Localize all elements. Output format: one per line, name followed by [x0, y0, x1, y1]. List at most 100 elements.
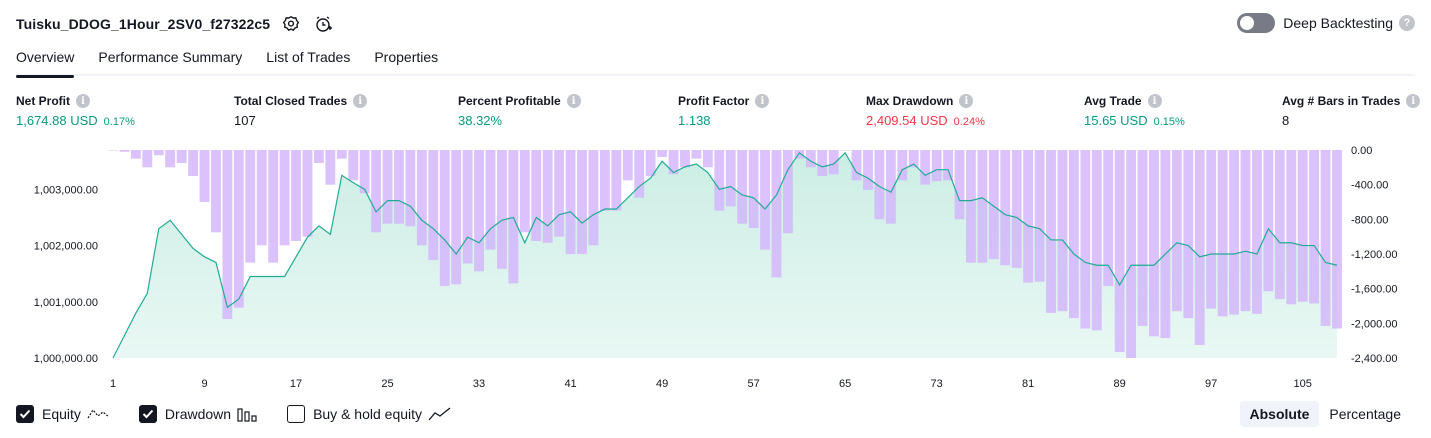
metric-value: 2,409.54 USD: [866, 113, 948, 128]
tab-overview[interactable]: Overview: [16, 46, 75, 78]
drawdown-bar: [199, 150, 210, 202]
absolute-button[interactable]: Absolute: [1239, 401, 1320, 427]
drawdown-bar: [165, 150, 176, 168]
equity-drawdown-chart[interactable]: 1,000,000.00 1,001,000.00 1,002,000.00 1,00…: [0, 140, 1431, 398]
drawdown-bar: [1263, 150, 1274, 292]
drawdown-bars-icon: [237, 406, 259, 422]
add-alert-clock-icon[interactable]: [312, 13, 334, 35]
drawdown-bar: [988, 150, 999, 260]
drawdown-bar: [188, 150, 198, 176]
drawdown-axis-label: 0.00: [1351, 145, 1372, 157]
metric-value: 8: [1282, 113, 1290, 128]
buy-hold-checkbox[interactable]: [287, 405, 306, 423]
scale-mode-switch: Absolute Percentage: [1239, 401, 1412, 427]
drawdown-bar: [1171, 150, 1182, 312]
equity-checkbox[interactable]: [16, 405, 34, 423]
drawdown-axis-label: -2,400.00: [1351, 353, 1397, 365]
drawdown-bar: [897, 150, 908, 181]
settings-gear-icon[interactable]: [280, 13, 302, 35]
tab-list-of-trades[interactable]: List of Trades: [266, 49, 351, 65]
drawdown-bar: [1000, 150, 1011, 266]
trade-number-tick: 89: [1114, 378, 1126, 390]
legend-buy-hold-label: Buy & hold equity: [313, 406, 423, 422]
help-icon[interactable]: ?: [1399, 15, 1415, 31]
drawdown-bar: [371, 150, 382, 233]
drawdown-bar: [279, 150, 290, 246]
drawdown-bar: [760, 150, 770, 250]
deep-backtesting-control: Deep Backtesting ?: [1237, 13, 1415, 33]
drawdown-bar: [622, 150, 633, 181]
drawdown-bar: [233, 150, 244, 308]
drawdown-bar: [863, 150, 873, 190]
drawdown-bar: [1137, 150, 1148, 326]
trade-number-tick: 73: [931, 378, 943, 390]
drawdown-axis-label: -1,200.00: [1351, 249, 1397, 261]
metric-percent: 0.24%: [953, 116, 985, 128]
equity-axis-label: 1,000,000.00: [34, 353, 98, 365]
drawdown-bar: [336, 150, 347, 159]
drawdown-bar: [817, 150, 828, 176]
drawdown-bar: [920, 150, 931, 185]
info-icon[interactable]: i: [566, 94, 581, 108]
drawdown-bar: [142, 150, 153, 168]
drawdown-bar: [176, 150, 187, 163]
drawdown-bar: [302, 150, 313, 237]
tab-bar: Overview Performance Summary List of Tra…: [16, 46, 1415, 78]
drawdown-bar: [874, 150, 885, 220]
drawdown-bar: [783, 150, 793, 234]
trade-number-tick: 25: [381, 378, 393, 390]
drawdown-bar: [1057, 150, 1068, 312]
info-icon[interactable]: i: [353, 94, 368, 108]
drawdown-bar: [1332, 150, 1342, 329]
metric-label: Percent Profitable: [458, 94, 561, 108]
drawdown-bar: [485, 150, 496, 250]
drawdown-bar: [256, 150, 267, 246]
drawdown-bar: [474, 150, 484, 272]
drawdown-bar: [908, 150, 919, 168]
metric-net-profit: Net Profit i 1,674.88 USD 0.17%: [16, 93, 135, 128]
percentage-button[interactable]: Percentage: [1329, 406, 1401, 422]
info-icon[interactable]: i: [1406, 94, 1421, 108]
drawdown-bar: [108, 150, 118, 151]
trade-number-tick: 41: [564, 378, 576, 390]
deep-backtesting-toggle[interactable]: [1237, 13, 1276, 33]
drawdown-bar: [851, 150, 862, 181]
legend-equity[interactable]: Equity: [16, 405, 111, 423]
drawdown-axis-label: -1,600.00: [1351, 284, 1397, 296]
legend-buy-hold[interactable]: Buy & hold equity: [287, 405, 452, 423]
drawdown-bar: [1252, 150, 1262, 314]
drawdown-checkbox[interactable]: [138, 405, 157, 423]
tab-performance-summary[interactable]: Performance Summary: [98, 49, 243, 65]
info-icon[interactable]: i: [76, 94, 90, 108]
drawdown-bar: [1206, 150, 1217, 309]
drawdown-bar: [794, 150, 805, 159]
info-icon[interactable]: i: [755, 94, 770, 108]
drawdown-bar: [359, 150, 370, 194]
drawdown-bar: [1274, 150, 1285, 300]
trade-number-tick: 49: [656, 378, 668, 390]
info-icon[interactable]: i: [959, 94, 974, 108]
metric-profit-factor: Profit Factor i 1.138: [678, 93, 770, 128]
metrics-row: Net Profit i 1,674.88 USD 0.17% Total Clos…: [16, 93, 1421, 133]
metric-label: Avg # Bars in Trades: [1282, 94, 1401, 108]
drawdown-bar: [691, 150, 702, 159]
drawdown-bar: [1286, 150, 1297, 305]
metric-value: 15.65 USD: [1084, 113, 1148, 128]
metric-value: 1.138: [678, 113, 711, 128]
metric-label: Avg Trade: [1084, 94, 1142, 108]
trade-number-tick: 81: [1022, 378, 1034, 390]
metric-avg-bars-in-trades: Avg # Bars in Trades i 8: [1282, 93, 1421, 128]
chart-legend: Equity Drawdown Buy & hold equity: [16, 403, 480, 425]
drawdown-bar: [1011, 150, 1022, 268]
info-icon[interactable]: i: [1147, 94, 1162, 108]
drawdown-bar: [714, 150, 725, 211]
drawdown-bar: [462, 150, 473, 264]
metric-label: Max Drawdown: [866, 94, 954, 108]
drawdown-bar: [737, 150, 748, 224]
drawdown-bar: [542, 150, 553, 243]
equity-axis-label: 1,002,000.00: [34, 241, 98, 253]
legend-drawdown[interactable]: Drawdown: [138, 405, 259, 423]
drawdown-bar: [531, 150, 542, 241]
equity-line: [112, 151, 1338, 359]
tab-properties[interactable]: Properties: [374, 49, 439, 65]
